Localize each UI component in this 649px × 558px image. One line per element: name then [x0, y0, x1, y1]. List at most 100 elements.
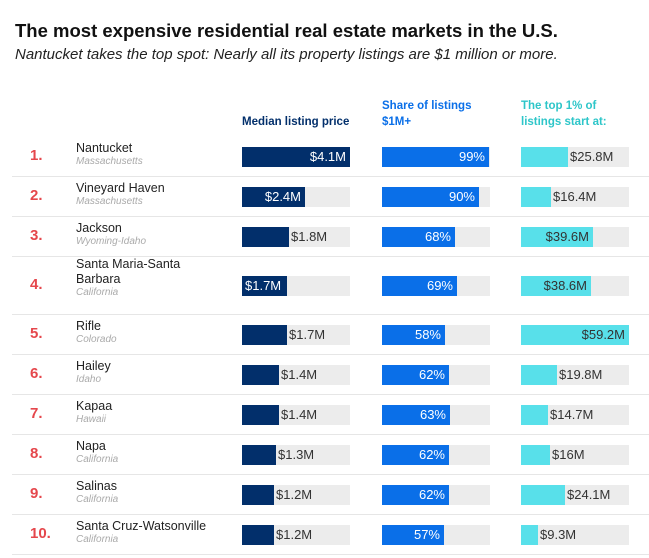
median-value-label: $1.4M: [281, 407, 318, 422]
top1-value-label: $16M: [552, 447, 585, 462]
top1-value-label: $19.8M: [559, 367, 603, 382]
place-name: Kapaa: [76, 399, 113, 413]
place: Kapaa Hawaii: [76, 399, 216, 426]
median-value-label: $1.3M: [278, 447, 315, 462]
top1-bar: [521, 445, 550, 465]
top1-bar: [521, 276, 591, 296]
share-bar: [382, 276, 457, 296]
top1-value-label: $9.3M: [540, 527, 577, 542]
rank: 2.: [30, 187, 43, 204]
place-state: California: [76, 534, 119, 545]
share-bar-track: 62%: [382, 365, 490, 385]
top1-bar: [521, 187, 551, 207]
median-bar-track: $4.1M: [242, 147, 350, 167]
median-value-label: $1.7M: [289, 327, 326, 342]
median-bar: [242, 525, 274, 545]
place-name: Vineyard Haven: [76, 181, 165, 195]
column-header-share: Share of listings $1M+: [382, 100, 472, 128]
median-bar-track: $1.3M: [242, 445, 350, 465]
top1-value-label: $24.1M: [567, 487, 611, 502]
share-value-label: 63%: [419, 407, 446, 422]
place: Nantucket Massachusetts: [76, 141, 216, 168]
place-state: Colorado: [76, 334, 117, 345]
place-name: Santa Maria-Santa Barbara: [76, 257, 181, 286]
median-bar: [242, 485, 274, 505]
top1-bar-track: $16.4M: [521, 187, 629, 207]
median-value-label: $1.7M: [245, 278, 282, 293]
median-bar: [242, 147, 350, 167]
share-bar-track: 90%: [382, 187, 490, 207]
place-name: Jackson: [76, 221, 122, 235]
place-state: Massachusetts: [76, 156, 143, 167]
median-bar: [242, 227, 289, 247]
top1-bar: [521, 485, 565, 505]
share-bar: [382, 187, 479, 207]
median-bar-track: $1.2M: [242, 525, 350, 545]
place-state: Massachusetts: [76, 196, 143, 207]
share-bar: [382, 445, 449, 465]
median-bar-track: $1.4M: [242, 365, 350, 385]
median-value-label: $1.2M: [276, 527, 313, 542]
table-row: 8. Napa California $1.3M 62% $16M: [12, 435, 649, 475]
table-row: 2. Vineyard Haven Massachusetts $2.4M 90%…: [12, 177, 649, 217]
share-bar: [382, 227, 455, 247]
place: Santa Cruz-Watsonville California: [76, 519, 216, 546]
share-value-label: 68%: [424, 229, 451, 244]
table-row: 10. Santa Cruz-Watsonville California $1…: [12, 515, 649, 555]
share-bar-track: 63%: [382, 405, 490, 425]
top1-bar-track: $38.6M: [521, 276, 629, 296]
top1-bar: [521, 227, 593, 247]
median-bar: [242, 276, 287, 296]
rank: 3.: [30, 227, 43, 244]
share-bar-track: 69%: [382, 276, 490, 296]
share-value-label: 62%: [418, 487, 445, 502]
place-state: Wyoming-Idaho: [76, 236, 147, 247]
share-bar: [382, 147, 489, 167]
share-value-label: 62%: [418, 447, 445, 462]
top1-bar: [521, 147, 568, 167]
place-state: California: [76, 494, 119, 505]
share-bar-track: 99%: [382, 147, 490, 167]
median-value-label: $1.4M: [281, 367, 318, 382]
place-state: Hawaii: [76, 414, 107, 425]
top1-bar: [521, 325, 629, 345]
table-row: 9. Salinas California $1.2M 62% $24.1M: [12, 475, 649, 515]
median-bar-track: $1.8M: [242, 227, 350, 247]
top1-bar-track: $59.2M: [521, 325, 629, 345]
top1-bar: [521, 525, 538, 545]
share-bar: [382, 485, 449, 505]
top1-bar-track: $24.1M: [521, 485, 629, 505]
share-bar: [382, 365, 449, 385]
median-bar: [242, 187, 305, 207]
rank: 1.: [30, 147, 43, 164]
chart-subtitle: Nantucket takes the top spot: Nearly all…: [15, 46, 558, 63]
share-value-label: 57%: [413, 527, 440, 542]
rank: 6.: [30, 365, 43, 382]
place: Napa California: [76, 439, 216, 466]
share-value-label: 90%: [448, 189, 475, 204]
share-bar-track: 62%: [382, 485, 490, 505]
median-bar: [242, 325, 287, 345]
median-value-label: $1.8M: [291, 229, 328, 244]
rank: 5.: [30, 325, 43, 342]
median-value-label: $2.4M: [264, 189, 301, 204]
median-value-label: $4.1M: [309, 149, 346, 164]
place-name: Rifle: [76, 319, 102, 333]
top1-bar-track: $39.6M: [521, 227, 629, 247]
table-row: 1. Nantucket Massachusetts $4.1M 99% $25.8…: [12, 137, 649, 177]
share-bar-track: 58%: [382, 325, 490, 345]
top1-value-label: $16.4M: [553, 189, 597, 204]
column-header-top1: The top 1% of listings start at:: [521, 100, 607, 128]
top1-bar-track: $19.8M: [521, 365, 629, 385]
top1-bar-track: $14.7M: [521, 405, 629, 425]
top1-value-label: $14.7M: [550, 407, 594, 422]
chart-title: The most expensive residential real esta…: [15, 20, 558, 41]
share-value-label: 62%: [418, 367, 445, 382]
top1-value-label: $25.8M: [570, 149, 614, 164]
table-row: 7. Kapaa Hawaii $1.4M 63% $14.7M: [12, 395, 649, 435]
place: Rifle Colorado: [76, 319, 216, 346]
rank: 10.: [30, 525, 51, 542]
rank: 4.: [30, 276, 43, 293]
place-state: Idaho: [76, 374, 102, 385]
table-row: 5. Rifle Colorado $1.7M 58% $59.2M: [12, 315, 649, 355]
